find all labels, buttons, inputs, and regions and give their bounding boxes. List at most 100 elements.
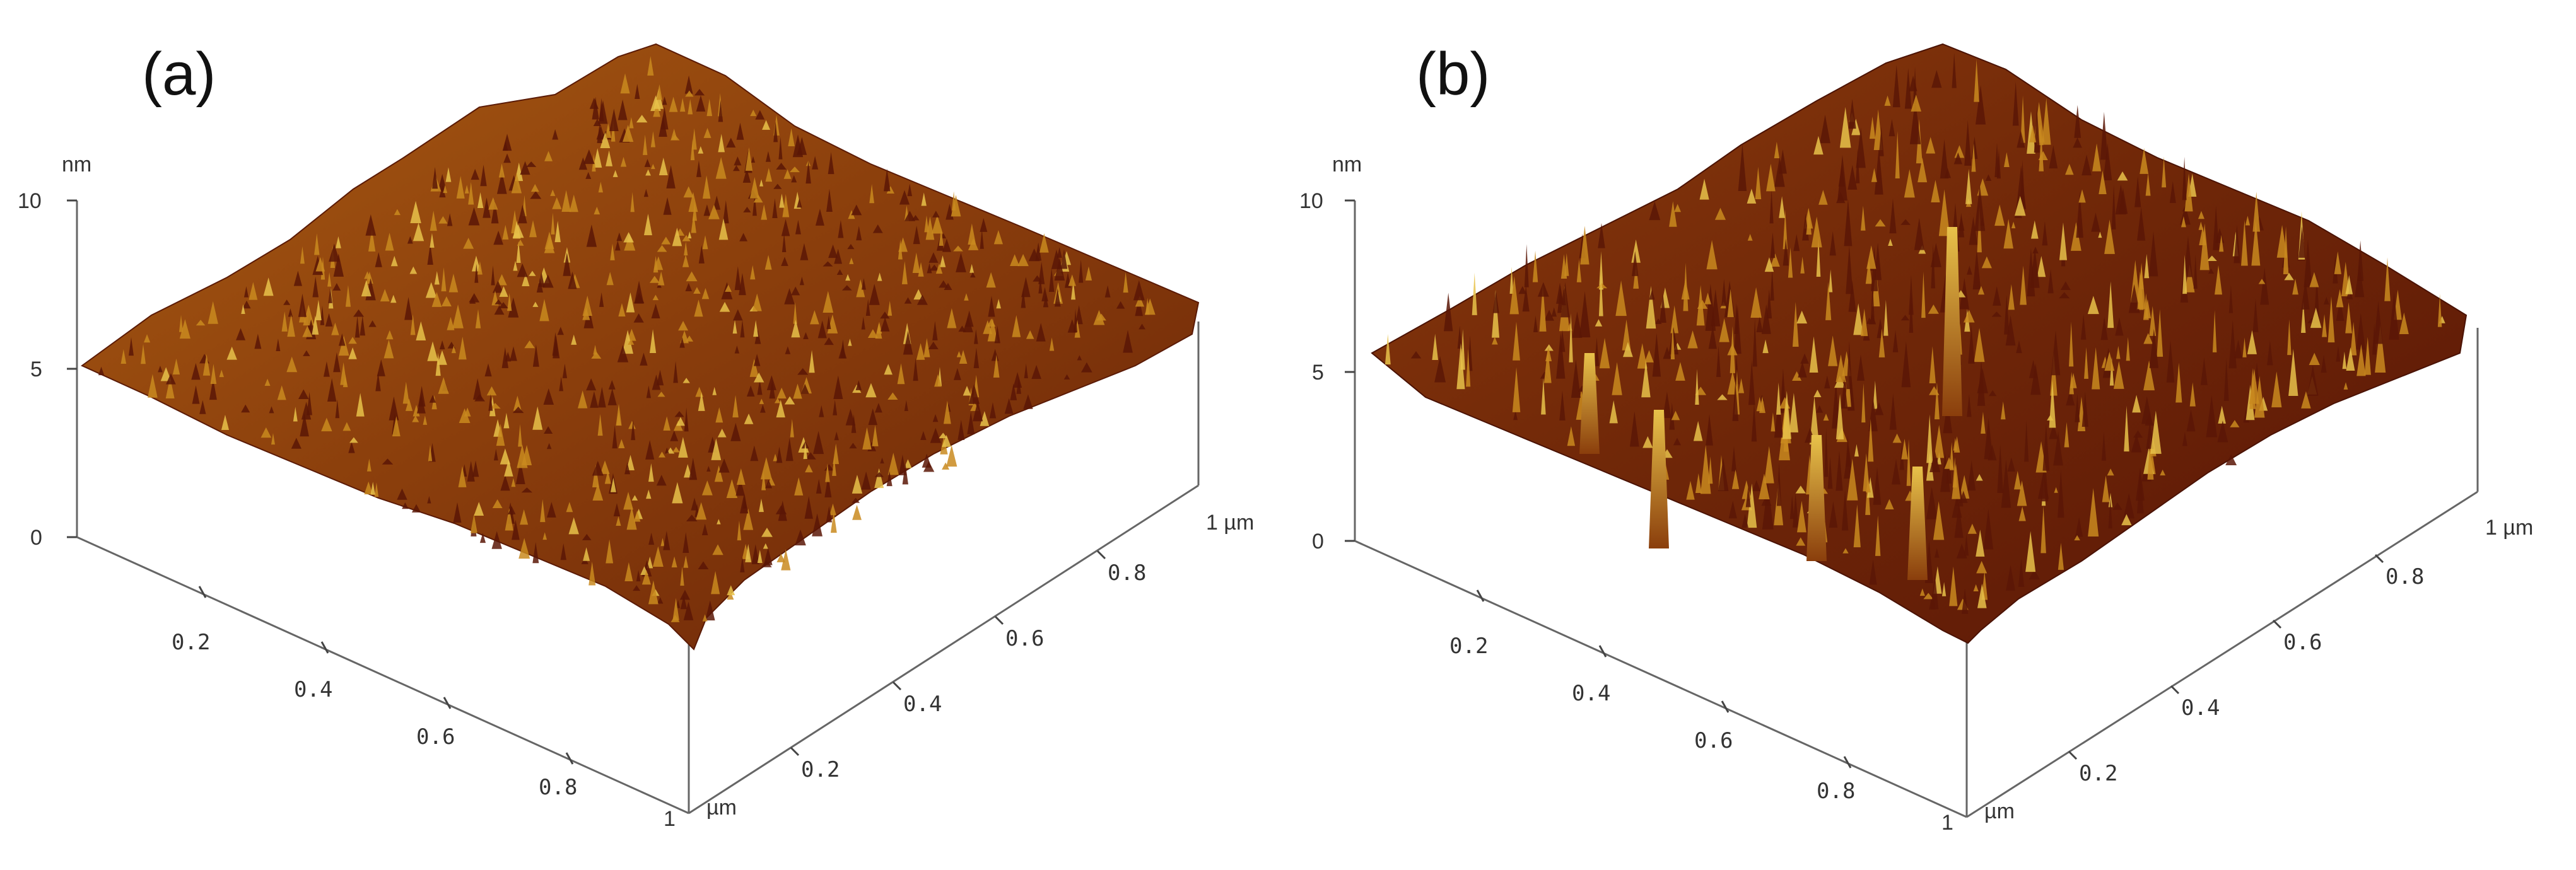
surface-spike — [1931, 572, 1939, 610]
surface-spike — [1940, 453, 1950, 492]
surface-spike — [2345, 302, 2352, 334]
surface-spike — [696, 160, 701, 177]
surface-spike — [2123, 493, 2135, 519]
surface-spike — [1835, 393, 1844, 439]
surface-spike — [884, 168, 891, 192]
panel-a-z-unit: nm — [62, 153, 91, 177]
surface-spike — [2007, 457, 2016, 472]
surface-spike — [776, 400, 785, 418]
panel-b-right-tick-4 — [2374, 554, 2384, 564]
surface-spike — [2374, 301, 2383, 344]
surface-spike — [468, 182, 474, 205]
surface-spike — [1789, 393, 1799, 432]
surface-spike — [904, 459, 912, 468]
surface-spike — [1977, 286, 1985, 295]
surface-spike — [2260, 267, 2269, 305]
surface-spike — [680, 566, 684, 586]
surface-spike — [645, 169, 651, 176]
surface-spike — [794, 477, 804, 496]
surface-spike — [813, 431, 824, 455]
surface-spike — [682, 532, 689, 554]
surface-spike — [1983, 508, 1994, 550]
surface-spike — [2014, 195, 2026, 216]
surface-spike — [2199, 226, 2206, 246]
surface-spike — [826, 188, 833, 212]
surface-spike — [1976, 473, 1983, 481]
surface-spike — [1631, 239, 1641, 263]
surface-spike — [500, 475, 510, 491]
surface-spike — [616, 516, 621, 526]
surface-spike — [623, 124, 634, 142]
surface-spike — [836, 269, 843, 275]
surface-spike — [734, 345, 740, 354]
surface-spike — [1996, 149, 2001, 179]
surface-spike — [479, 533, 486, 543]
surface-spike — [1492, 337, 1498, 345]
surface-spike — [686, 514, 698, 522]
surface-spike — [1609, 400, 1618, 424]
surface-spike — [385, 233, 394, 251]
surface-spike — [511, 173, 522, 194]
surface-spike — [1842, 548, 1849, 554]
surface-spike — [431, 292, 442, 307]
surface-spike — [924, 215, 929, 233]
surface-spike — [502, 224, 509, 240]
surface-spike — [2242, 337, 2247, 357]
panel-b-surface-texture — [1385, 52, 2445, 614]
surface-spike — [397, 488, 407, 500]
surface-spike — [496, 424, 505, 446]
surface-spike — [815, 209, 824, 226]
surface-spike — [624, 562, 633, 582]
surface-spike — [1770, 268, 1774, 301]
surface-spike — [2060, 281, 2071, 290]
surface-spike — [332, 283, 341, 291]
surface-spike — [1953, 436, 1960, 453]
panel-a-left-tick-3 — [443, 697, 452, 709]
surface-spike — [447, 316, 455, 330]
surface-spike — [732, 320, 737, 334]
surface-spike — [2206, 255, 2217, 261]
surface-spike — [959, 350, 968, 364]
surface-spike — [1673, 438, 1682, 446]
surface-spike — [2005, 315, 2016, 346]
surface-spike — [1926, 487, 1938, 519]
surface-spike — [696, 502, 707, 520]
surface-spike — [361, 280, 372, 297]
surface-spike — [874, 403, 882, 413]
surface-spike — [634, 281, 644, 304]
surface-spike — [828, 244, 838, 258]
surface-spike — [298, 293, 307, 317]
surface-spike — [1039, 233, 1049, 253]
surface-spike — [2160, 469, 2166, 476]
surface-spike — [327, 378, 337, 402]
surface-spike — [1551, 307, 1557, 317]
surface-spike — [1885, 499, 1894, 509]
surface-spike — [2182, 255, 2187, 294]
surface-spike — [743, 206, 751, 212]
surface-spike — [348, 337, 357, 344]
surface-spike — [335, 399, 340, 419]
surface-spike — [779, 194, 785, 208]
surface-spike — [969, 264, 975, 273]
surface-spike — [746, 385, 755, 397]
surface-spike — [725, 284, 732, 292]
surface-spike — [1649, 201, 1661, 221]
surface-spike — [1929, 386, 1940, 395]
surface-spike — [1975, 84, 1986, 125]
surface-spike — [683, 601, 694, 620]
surface-spike — [684, 407, 689, 432]
surface-spike — [434, 271, 440, 285]
surface-spike — [501, 347, 509, 368]
surface-spike — [2121, 514, 2132, 526]
surface-spike — [652, 294, 659, 301]
surface-spike — [281, 311, 288, 332]
surface-spike — [2104, 219, 2115, 254]
surface-spike — [1513, 410, 1518, 420]
surface-spike — [874, 468, 884, 489]
surface-spike — [799, 276, 804, 286]
surface-spike — [1856, 127, 1866, 168]
surface-spike — [593, 119, 602, 126]
surface-spike — [691, 212, 696, 233]
surface-spike — [518, 538, 530, 559]
surface-spike — [1816, 405, 1824, 413]
